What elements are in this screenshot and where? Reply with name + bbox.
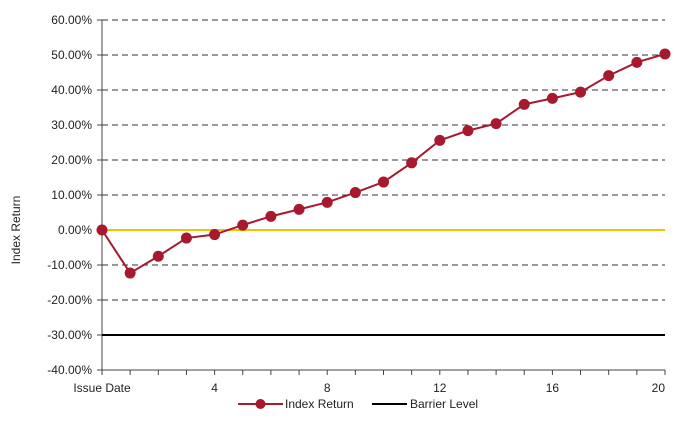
x-tick-label: 16	[546, 381, 560, 395]
y-tick-label: -40.00%	[47, 363, 92, 377]
y-tick-label: -20.00%	[47, 293, 92, 307]
y-tick-label: 30.00%	[51, 118, 92, 132]
index-return-point	[321, 196, 333, 208]
x-tick-label: 20	[652, 381, 666, 395]
index-return-point	[575, 86, 587, 98]
y-tick-label: 60.00%	[51, 13, 92, 27]
index-return-point	[96, 224, 108, 236]
index-return-point	[434, 134, 446, 146]
legend: Index Return Barrier Level	[238, 397, 478, 411]
index-return-point	[152, 250, 164, 262]
index-return-point	[659, 48, 671, 60]
index-return-point	[603, 70, 615, 82]
x-tick-labels: Issue Date 4 8 12 16 20	[73, 381, 665, 395]
index-return-point	[237, 219, 249, 231]
index-return-point	[349, 187, 361, 199]
index-return-point	[406, 157, 418, 169]
index-return-point	[293, 203, 305, 215]
x-tick-label: 4	[211, 381, 218, 395]
y-tick-label: 20.00%	[51, 153, 92, 167]
legend-barrier-level-label: Barrier Level	[410, 397, 478, 411]
index-return-point	[518, 98, 530, 110]
y-tick-label: 0.00%	[58, 223, 92, 237]
y-tick-label: 50.00%	[51, 48, 92, 62]
index-return-point	[378, 176, 389, 188]
index-return-point	[209, 229, 221, 241]
y-tick-label: 10.00%	[51, 188, 92, 202]
index-return-point	[180, 232, 192, 244]
x-tick-label: Issue Date	[73, 381, 131, 395]
x-tick-label: 12	[433, 381, 447, 395]
y-tick-label: -10.00%	[47, 258, 92, 272]
y-tick-label: 40.00%	[51, 83, 92, 97]
y-tick-label: -30.00%	[47, 328, 92, 342]
legend-index-return-marker	[255, 399, 266, 409]
index-return-point	[631, 56, 643, 68]
chart-axes	[97, 19, 666, 375]
y-tick-labels: 60.00% 50.00% 40.00% 30.00% 20.00% 10.00% 0.00…	[47, 13, 92, 377]
series-layer	[96, 48, 671, 336]
index-return-point	[546, 92, 558, 104]
y-axis-label: Index Return	[9, 196, 23, 265]
index-return-point	[462, 125, 474, 137]
legend-index-return-label: Index Return	[285, 397, 354, 411]
index-return-point	[265, 210, 277, 222]
index-return-point	[490, 118, 502, 130]
x-tick-label: 8	[324, 381, 331, 395]
index-return-point	[124, 267, 136, 279]
